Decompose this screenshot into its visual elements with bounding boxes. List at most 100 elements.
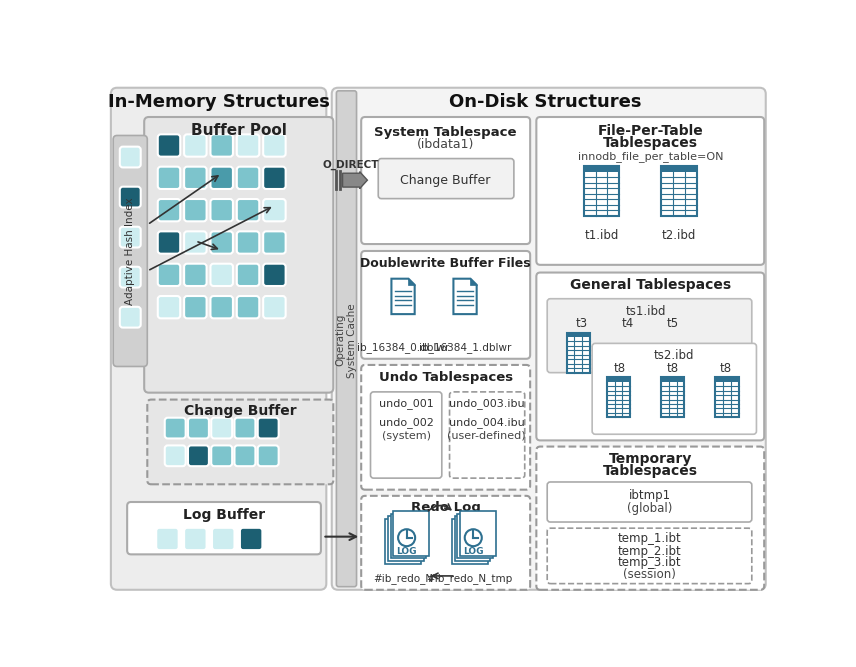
FancyBboxPatch shape: [211, 418, 232, 438]
Text: LOG: LOG: [463, 546, 484, 556]
Bar: [457, 514, 493, 558]
Text: (user-defined): (user-defined): [448, 431, 526, 441]
Text: (global): (global): [627, 502, 672, 515]
FancyBboxPatch shape: [211, 446, 232, 466]
Bar: [584, 166, 619, 172]
FancyBboxPatch shape: [184, 528, 206, 550]
FancyBboxPatch shape: [120, 307, 140, 327]
Text: File-Per-Table: File-Per-Table: [597, 124, 703, 138]
Text: ts1.ibd: ts1.ibd: [626, 305, 666, 317]
FancyBboxPatch shape: [547, 528, 752, 584]
FancyBboxPatch shape: [237, 199, 259, 221]
FancyBboxPatch shape: [158, 199, 181, 221]
FancyBboxPatch shape: [263, 263, 286, 286]
FancyBboxPatch shape: [263, 199, 286, 221]
Text: Log Buffer: Log Buffer: [183, 508, 265, 522]
Text: (ibdata1): (ibdata1): [417, 138, 474, 151]
Text: Undo Tablespaces: Undo Tablespaces: [378, 371, 513, 384]
FancyBboxPatch shape: [537, 273, 764, 440]
Text: Buffer Pool: Buffer Pool: [191, 123, 287, 137]
Text: ts2.ibd: ts2.ibd: [654, 350, 694, 362]
Bar: [716, 378, 739, 382]
Bar: [584, 166, 619, 215]
Text: Operating
System Cache: Operating System Cache: [336, 303, 357, 378]
FancyBboxPatch shape: [120, 267, 140, 287]
FancyBboxPatch shape: [158, 134, 181, 157]
Text: Tablespaces: Tablespaces: [603, 136, 698, 150]
Text: t8: t8: [614, 362, 626, 374]
FancyBboxPatch shape: [237, 167, 259, 189]
Text: LOG: LOG: [396, 546, 417, 556]
Bar: [385, 519, 421, 564]
FancyBboxPatch shape: [237, 263, 259, 286]
Text: O_DIRECT: O_DIRECT: [322, 159, 378, 170]
FancyBboxPatch shape: [378, 159, 514, 199]
FancyBboxPatch shape: [537, 117, 764, 265]
Text: temp_1.ibt: temp_1.ibt: [618, 532, 681, 546]
FancyBboxPatch shape: [235, 418, 255, 438]
FancyBboxPatch shape: [147, 400, 333, 484]
Text: System Tablespace: System Tablespace: [374, 126, 517, 139]
Polygon shape: [408, 279, 414, 285]
FancyBboxPatch shape: [258, 446, 279, 466]
Polygon shape: [471, 279, 477, 285]
FancyBboxPatch shape: [184, 231, 206, 253]
Text: (system): (system): [382, 431, 431, 441]
Text: undo_003.ibu: undo_003.ibu: [449, 398, 525, 409]
FancyBboxPatch shape: [120, 227, 140, 247]
Text: t4: t4: [621, 317, 634, 330]
Text: Temporary: Temporary: [609, 452, 692, 466]
FancyBboxPatch shape: [336, 91, 357, 587]
Text: t8: t8: [667, 362, 679, 374]
Text: #ib_redo_N_tmp: #ib_redo_N_tmp: [426, 574, 513, 584]
FancyBboxPatch shape: [263, 134, 286, 157]
Bar: [460, 511, 496, 556]
Text: undo_004.ibu: undo_004.ibu: [449, 418, 525, 428]
FancyBboxPatch shape: [211, 296, 233, 318]
FancyBboxPatch shape: [263, 167, 286, 189]
FancyBboxPatch shape: [592, 344, 757, 434]
Polygon shape: [454, 279, 477, 314]
Bar: [607, 378, 630, 418]
FancyBboxPatch shape: [184, 167, 206, 189]
FancyBboxPatch shape: [235, 446, 255, 466]
Text: General Tablespaces: General Tablespaces: [570, 278, 731, 292]
FancyBboxPatch shape: [128, 502, 321, 554]
Bar: [567, 333, 590, 337]
Bar: [607, 378, 630, 382]
Bar: [452, 519, 488, 564]
FancyBboxPatch shape: [547, 299, 752, 373]
FancyBboxPatch shape: [258, 418, 279, 438]
Text: ib_16384_1.dblwr: ib_16384_1.dblwr: [419, 342, 511, 353]
FancyBboxPatch shape: [263, 296, 286, 318]
FancyBboxPatch shape: [211, 167, 233, 189]
Text: On-Disk Structures: On-Disk Structures: [449, 93, 641, 111]
Text: ib_16384_0.dblwr: ib_16384_0.dblwr: [357, 342, 449, 353]
FancyBboxPatch shape: [120, 187, 140, 207]
Bar: [661, 166, 697, 172]
FancyBboxPatch shape: [237, 134, 259, 157]
FancyBboxPatch shape: [184, 263, 206, 286]
FancyBboxPatch shape: [371, 392, 442, 478]
FancyBboxPatch shape: [361, 251, 530, 359]
Bar: [455, 516, 490, 561]
Text: (session): (session): [623, 568, 676, 581]
Text: ibtmp1: ibtmp1: [628, 490, 670, 502]
FancyBboxPatch shape: [188, 446, 209, 466]
FancyBboxPatch shape: [164, 418, 186, 438]
FancyBboxPatch shape: [211, 199, 233, 221]
Text: innodb_file_per_table=ON: innodb_file_per_table=ON: [578, 151, 723, 163]
Bar: [661, 378, 685, 382]
FancyBboxPatch shape: [211, 134, 233, 157]
FancyBboxPatch shape: [184, 134, 206, 157]
Text: undo_002: undo_002: [378, 418, 434, 428]
Text: t5: t5: [667, 317, 679, 330]
FancyBboxPatch shape: [158, 231, 181, 253]
Text: Adaptive Hash Index: Adaptive Hash Index: [125, 197, 135, 305]
FancyBboxPatch shape: [158, 296, 181, 318]
FancyBboxPatch shape: [188, 418, 209, 438]
FancyBboxPatch shape: [144, 117, 333, 393]
FancyBboxPatch shape: [211, 231, 233, 253]
Circle shape: [398, 529, 415, 546]
Circle shape: [465, 529, 482, 546]
